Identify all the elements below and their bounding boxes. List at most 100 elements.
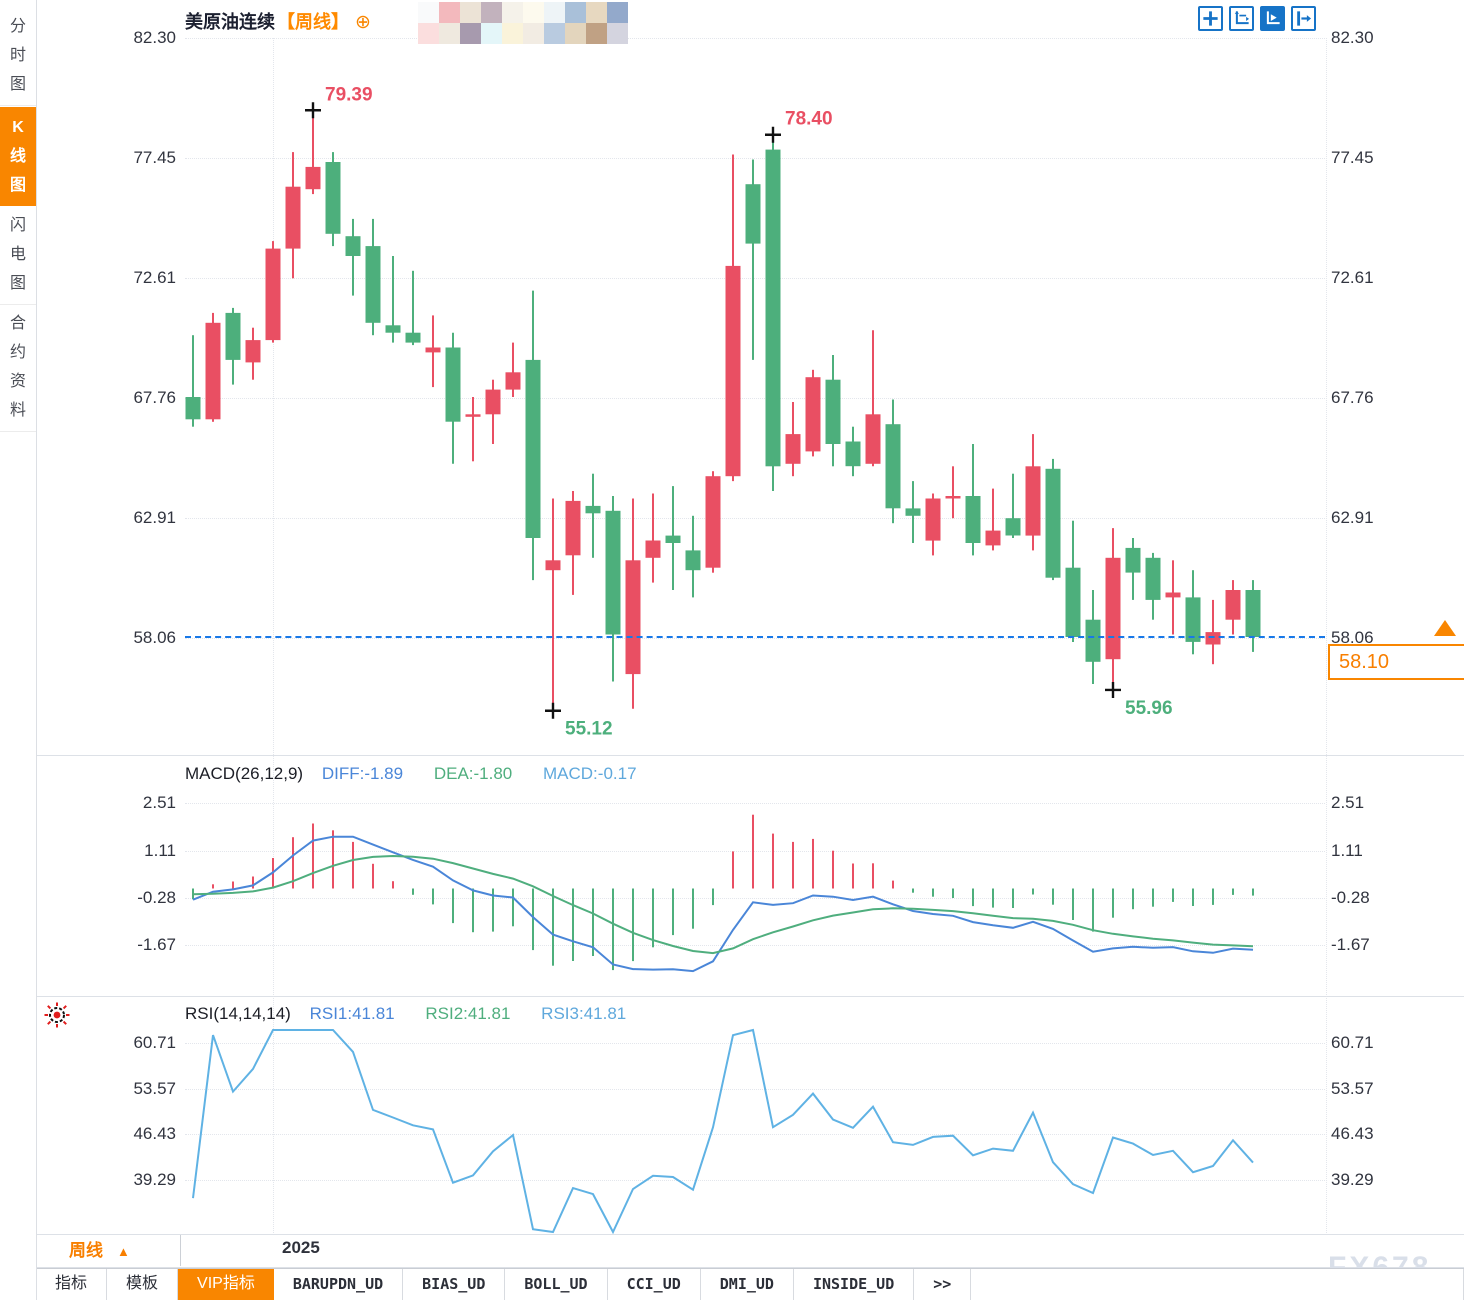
price-gridline [185, 518, 1325, 519]
panel-separator-2 [36, 996, 1464, 997]
price-axis-label-right: 77.45 [1331, 148, 1374, 168]
candle-body [845, 441, 861, 467]
macd-axis-label-left: -0.28 [137, 887, 176, 907]
mosaic-pixel [544, 2, 565, 23]
candle-body [345, 236, 361, 256]
tab->>[interactable]: >> [914, 1269, 972, 1300]
mosaic-pixel [607, 2, 628, 23]
macd-dea-value: DEA:-1.80 [433, 764, 513, 783]
candle-body [565, 500, 581, 556]
tab-barupdn-ud[interactable]: BARUPDN_UD [273, 1269, 404, 1300]
extreme-cross-marker [545, 702, 561, 719]
macd-axis-label-left: -1.67 [137, 935, 176, 955]
x-axis-year-label: 2025 [282, 1238, 320, 1257]
macd-axis-label-left: 1.11 [144, 840, 176, 860]
timeframe-selector[interactable]: 周线 ▲ [38, 1235, 181, 1266]
candle-body [305, 166, 321, 190]
candles-group [185, 110, 1261, 711]
macd-gridline [185, 850, 1325, 852]
sidebar-item-3[interactable]: 闪电图 [0, 205, 36, 305]
candle-body [765, 149, 781, 467]
rsi-gridline [185, 1180, 1325, 1182]
timeframe-tag: 【周线】 [277, 12, 349, 32]
price-gridline [185, 638, 1325, 639]
rsi3-value: RSI3:41.81 [541, 1004, 627, 1023]
mosaic-pixel [439, 23, 460, 44]
candle-body [1105, 557, 1121, 660]
candle-body [965, 496, 981, 543]
tab-cci-ud[interactable]: CCI_UD [607, 1269, 701, 1300]
candle-body [285, 186, 301, 249]
current-price-line [185, 636, 1325, 638]
candle-body [1145, 557, 1161, 600]
candle-body [405, 332, 421, 343]
price-axis-label-right: 62.91 [1331, 508, 1374, 527]
sidebar-item-1[interactable]: 分时图 [0, 6, 36, 106]
tab-inside-ud[interactable]: INSIDE_UD [793, 1269, 915, 1300]
extreme-price-label: 55.96 [1125, 698, 1173, 719]
tab-模板[interactable]: 模板 [107, 1269, 179, 1300]
rsi-axis-label-right: 39.29 [1331, 1170, 1374, 1190]
mosaic-pixel [460, 2, 481, 23]
candle-body [1085, 619, 1101, 662]
mosaic-pixel [565, 23, 586, 44]
current-price-arrow-icon [1434, 620, 1456, 636]
mosaic-pixel [418, 2, 439, 23]
crosshair-move-icon[interactable] [1198, 6, 1223, 31]
mosaic-pixel [460, 23, 481, 44]
candle-body [1245, 590, 1261, 637]
rsi-title: RSI(14,14,14) [185, 1004, 291, 1023]
extreme-price-label: 79.39 [325, 84, 373, 105]
macd-gridline [185, 897, 1325, 899]
tab-bias-ud[interactable]: BIAS_UD [403, 1269, 506, 1300]
tab-vip指标[interactable]: VIP指标 [178, 1269, 274, 1300]
candle-body [1005, 518, 1021, 536]
macd-header: MACD(26,12,9) DIFF:-1.89 DEA:-1.80 MACD:… [185, 764, 637, 784]
indicator-tab-bar: 指标 模板 VIP指标 BARUPDN_UD BIAS_UD BOLL_UD CCI_UD D… [36, 1268, 1464, 1300]
candle-body [785, 434, 801, 464]
candle-body [1185, 597, 1201, 642]
indicator-settings-sun-icon[interactable] [44, 1002, 70, 1028]
price-axis-label-right: 72.61 [1331, 268, 1374, 287]
candle-body [605, 510, 621, 635]
candle-body [1125, 547, 1141, 573]
tab-dmi-ud[interactable]: DMI_UD [700, 1269, 794, 1300]
rsi-axis-label-left: 53.57 [133, 1078, 176, 1098]
mosaic-pixel [502, 23, 523, 44]
extreme-price-label: 55.12 [565, 719, 613, 740]
pixelated-watermark-block [418, 2, 628, 44]
rsi-axis-label-right: 46.43 [1331, 1124, 1374, 1144]
panel-separator-3 [36, 1234, 1464, 1235]
candle-body [865, 414, 881, 464]
tab-bar-filler [971, 1269, 1464, 1300]
tab-boll-ud[interactable]: BOLL_UD [505, 1269, 608, 1300]
mosaic-pixel [586, 23, 607, 44]
rsi-header: RSI(14,14,14) RSI1:41.81 RSI2:41.81 RSI3… [185, 1004, 626, 1024]
candle-body [445, 347, 461, 422]
axis-play-icon [1266, 11, 1280, 25]
extreme-cross-marker [765, 126, 781, 143]
macd-bar-value: MACD:-0.17 [543, 764, 637, 783]
macd-plot [192, 814, 1254, 973]
extreme-price-label: 78.40 [785, 109, 833, 130]
price-axis-label-right: 67.76 [1331, 388, 1374, 407]
macd-axis-label-right: 2.51 [1331, 793, 1365, 813]
price-gridline [185, 278, 1325, 279]
timeframe-arrow-icon: ▲ [117, 1244, 130, 1259]
axis-play-icon[interactable] [1260, 6, 1285, 31]
add-compare-icon[interactable]: ⊕ [355, 12, 371, 33]
macd-diff-value: DIFF:-1.89 [321, 764, 404, 783]
crosshair-move-icon [1203, 11, 1218, 26]
chart-toolbar [1198, 6, 1316, 31]
mosaic-pixel [586, 2, 607, 23]
collapse-right-icon[interactable] [1291, 6, 1316, 31]
candle-body [325, 162, 341, 234]
axis-scale-icon[interactable] [1229, 6, 1254, 31]
tab-指标[interactable]: 指标 [36, 1269, 108, 1300]
macd-axis-label-right: -0.28 [1331, 887, 1370, 907]
sidebar-item-4[interactable]: 合约资料 [0, 303, 36, 432]
panel-separator-1 [36, 755, 1464, 756]
